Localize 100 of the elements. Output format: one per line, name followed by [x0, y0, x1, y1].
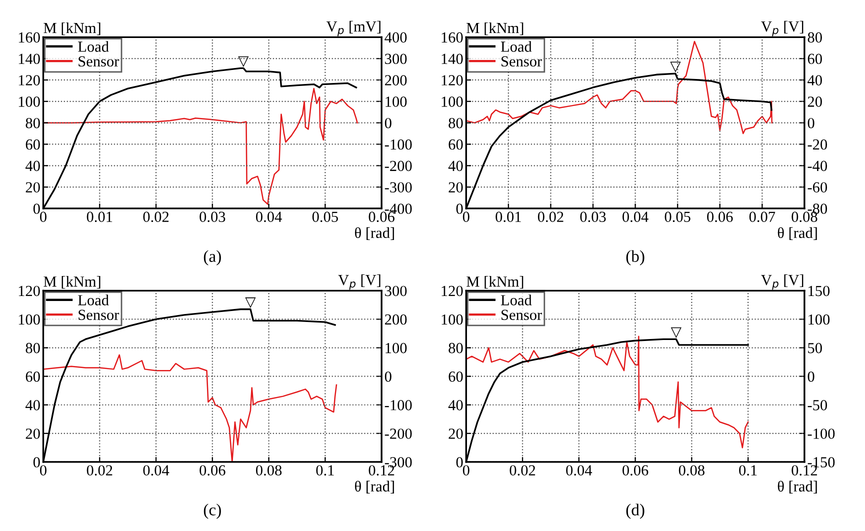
x-tick-label: 0.04: [566, 465, 592, 476]
x-tick-label: 0.06: [707, 212, 733, 222]
x-tick-label: 0.02: [538, 212, 564, 222]
line-series: [466, 40, 773, 134]
y-tick-label: 140: [442, 54, 463, 64]
y-axis-title: M [kNm]: [44, 276, 100, 289]
y-tick-label: 20: [448, 182, 463, 192]
y2-tick-label: 150: [808, 286, 830, 296]
annotation: ▽: [245, 297, 256, 308]
y2-tick-label: 50: [808, 342, 822, 354]
legend-label: Load: [500, 41, 532, 52]
y-tick-label: 100: [18, 96, 40, 107]
y-tick-label: 80: [448, 118, 463, 128]
text: (b): [626, 250, 644, 266]
y2-tick-label: -100: [384, 400, 412, 410]
x-tick-label: 0.02: [510, 465, 536, 476]
y2-axis-title: V$_{p}$ [V]: [338, 274, 380, 290]
x-tick-label: 0: [462, 465, 470, 476]
annotation: ▽: [670, 62, 681, 72]
y2-tick-label: -100: [384, 139, 412, 150]
x-tick-label: 0.08: [256, 465, 282, 476]
x-tick-label: 0.05: [312, 212, 338, 222]
y2-tick-label: -40: [808, 160, 828, 172]
x-tick-label: 0.01: [496, 212, 521, 222]
legend-label: Load: [500, 294, 532, 306]
y2-tick-label: -200: [384, 160, 412, 172]
y2-tick-label: 100: [386, 342, 407, 354]
y-axis-title: M [kNm]: [466, 276, 524, 289]
x-tick-label: 0.02: [143, 212, 169, 222]
y2-axis-title: V$_{p}$ [mV]: [326, 20, 380, 36]
annotation: ▽: [670, 327, 682, 338]
y-axis-title: M [kNm]: [466, 22, 524, 36]
x-axis-title: θ [rad]: [354, 227, 394, 240]
y-tick-label: 80: [26, 342, 40, 354]
y-tick-label: 80: [448, 342, 463, 354]
y-tick-label: 120: [18, 75, 40, 86]
y2-tick-label: 100: [808, 314, 830, 325]
x-tick-label: 0.06: [200, 465, 226, 476]
y-tick-label: 20: [26, 182, 40, 192]
x-tick-label: 0.04: [143, 465, 170, 476]
y-tick-label: 160: [18, 32, 40, 43]
y2-tick-label: -80: [808, 204, 828, 214]
x-tick-label: 0.06: [622, 465, 648, 476]
y-tick-label: 0: [33, 457, 40, 468]
y2-axis-title: V$_{p}$ [V]: [761, 20, 804, 36]
y2-tick-label: -60: [808, 182, 828, 192]
x-axis-title: θ [rad]: [778, 480, 817, 494]
y-tick-label: 0: [33, 204, 40, 214]
y2-tick-label: 60: [808, 54, 822, 64]
line-series: [43, 88, 358, 205]
legend-label: Sensor: [502, 310, 542, 320]
y2-tick-label: 40: [808, 75, 822, 86]
x-tick-label: 0.12: [792, 465, 817, 476]
y2-tick-label: -50: [808, 400, 828, 410]
y-tick-label: 0: [456, 457, 463, 468]
y2-tick-label: -20: [808, 139, 828, 150]
x-tick-label: 0.04: [256, 212, 282, 222]
x-tick-label: 0.03: [200, 212, 226, 222]
y2-tick-label: -300: [384, 182, 412, 192]
x-tick-label: 0.12: [368, 465, 394, 476]
x-tick-label: 0: [40, 212, 46, 222]
y2-tick-label: 200: [385, 75, 407, 86]
y-tick-label: 140: [18, 54, 40, 64]
y2-tick-label: 300: [385, 286, 407, 296]
y-tick-label: 40: [448, 160, 463, 172]
x-tick-label: 0.03: [580, 212, 606, 222]
y2-tick-label: 0: [808, 371, 814, 382]
y-axis-title: M [kNm]: [44, 22, 100, 36]
text: (d): [626, 504, 644, 519]
y2-axis-title: V$_{p}$ [V]: [761, 274, 804, 290]
x-tick-label: 0.05: [664, 212, 690, 222]
legend-label: Load: [78, 41, 109, 52]
y-tick-label: 160: [442, 32, 463, 43]
y2-tick-label: 0: [808, 118, 814, 128]
legend-label: Sensor: [78, 310, 120, 320]
y2-tick-label: 80: [808, 32, 822, 43]
x-tick-label: 0.1: [316, 465, 334, 476]
x-tick-label: 0: [462, 212, 470, 222]
text: (c): [204, 504, 221, 519]
annotation: ▽: [238, 56, 249, 68]
y2-tick-label: -150: [808, 457, 835, 468]
y2-tick-label: -400: [384, 204, 412, 214]
legend-label: Load: [78, 294, 109, 306]
y-tick-label: 20: [26, 428, 40, 439]
legend-label: Sensor: [78, 56, 120, 67]
text: (a): [204, 250, 221, 266]
x-tick-label: 0: [40, 465, 46, 476]
x-tick-label: 0.08: [792, 212, 818, 222]
y2-tick-label: 300: [385, 54, 407, 64]
y2-tick-label: 0: [384, 118, 392, 128]
x-tick-label: 0.07: [749, 212, 776, 222]
x-tick-label: 0.01: [86, 212, 112, 222]
y-tick-label: 60: [448, 371, 463, 382]
y-tick-label: 20: [448, 428, 463, 439]
y-tick-label: 40: [25, 160, 40, 172]
x-tick-label: 0.02: [86, 465, 112, 476]
y2-tick-label: -300: [384, 457, 412, 468]
x-tick-label: 0.04: [622, 212, 648, 222]
y2-tick-label: 400: [384, 32, 407, 43]
x-axis-title: θ [rad]: [354, 480, 394, 494]
